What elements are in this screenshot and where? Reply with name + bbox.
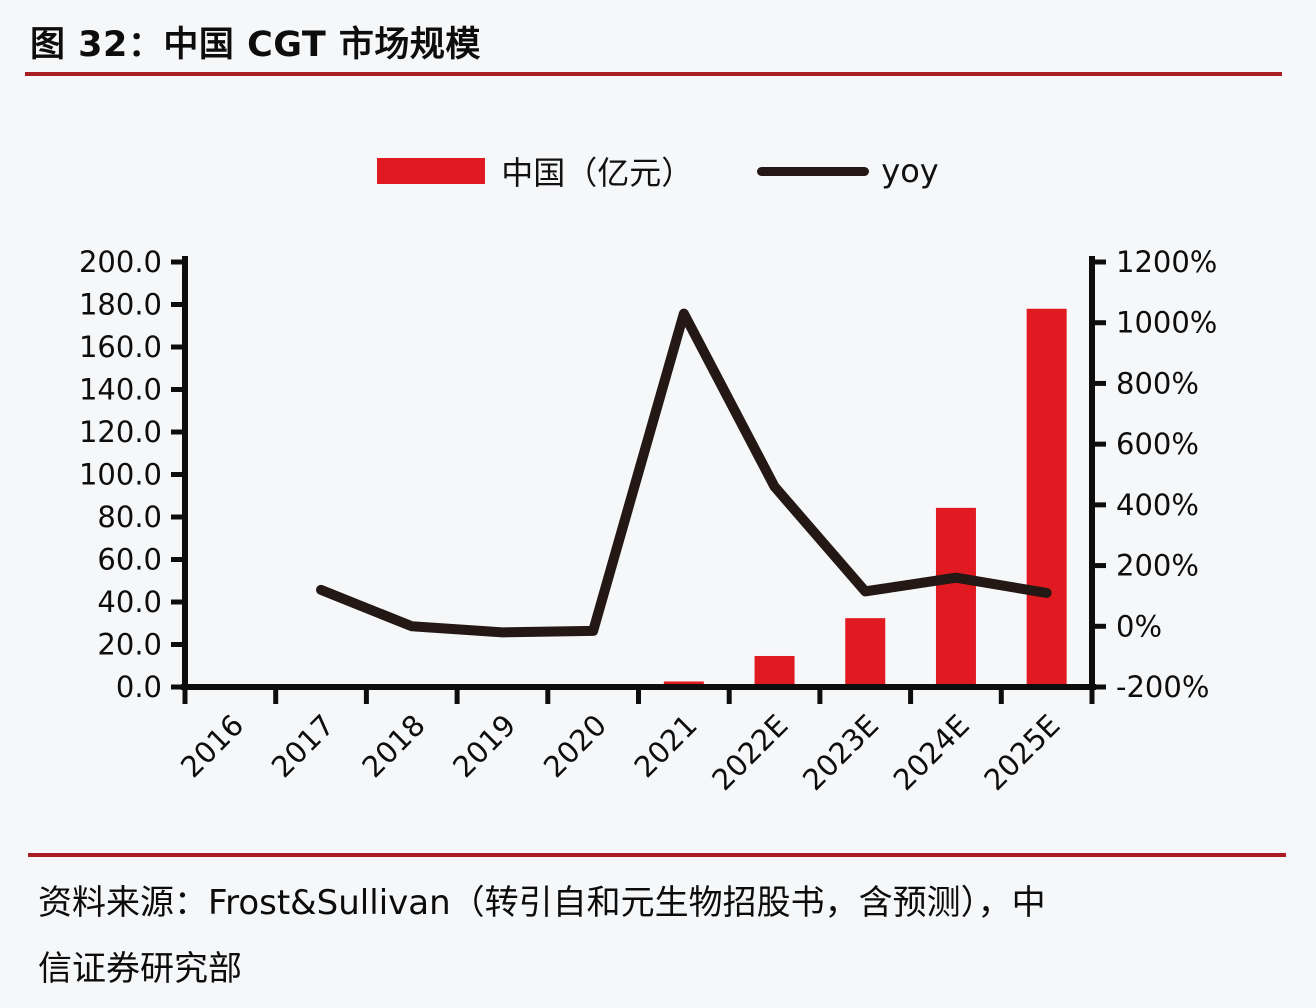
- right-axis-tick-label: 600%: [1116, 427, 1199, 461]
- left-axis-tick-label: 60.0: [97, 543, 162, 577]
- figure-title: 图 32：中国 CGT 市场规模: [30, 25, 481, 65]
- x-axis-category-label: 2018: [355, 708, 431, 784]
- x-axis-category-label: 2025E: [977, 708, 1066, 797]
- title-divider-rule: [25, 72, 1282, 76]
- right-axis-tick-label: -200%: [1116, 670, 1209, 704]
- left-axis-tick-label: 40.0: [97, 585, 162, 619]
- right-axis-tick-label: 800%: [1116, 366, 1199, 400]
- left-axis-tick-label: 140.0: [79, 373, 162, 407]
- legend-line-swatch: [757, 166, 870, 176]
- left-axis-tick-label: 200.0: [79, 245, 162, 279]
- bar-2025E: [1026, 308, 1067, 687]
- yoy-line: [316, 308, 1052, 638]
- x-axis-category-label: 2019: [446, 708, 522, 784]
- x-axis-category-label: 2022E: [705, 708, 794, 797]
- source-note-line2: 信证券研究部: [38, 949, 242, 989]
- x-axis-category-label: 2024E: [887, 708, 976, 797]
- source-note-line1: 资料来源：Frost&Sullivan（转引自和元生物招股书，含预测），中: [38, 883, 1046, 923]
- bar-2024E: [935, 507, 976, 687]
- left-axis-tick-label: 80.0: [97, 500, 162, 534]
- left-axis-tick-label: 100.0: [79, 458, 162, 492]
- x-axis-category-label: 2016: [174, 708, 250, 784]
- right-axis-tick-label: 400%: [1116, 488, 1199, 522]
- left-axis-tick-label: 20.0: [97, 628, 162, 662]
- left-axis-tick-label: 160.0: [79, 330, 162, 364]
- bar-2023E: [845, 618, 886, 687]
- chart-legend: 中国（亿元） yoy: [0, 148, 1316, 194]
- right-axis-tick-label: 0%: [1116, 609, 1162, 643]
- x-axis-category-label: 2023E: [796, 708, 885, 797]
- left-axis-tick-label: 0.0: [116, 670, 162, 704]
- legend-bar-swatch: [377, 158, 486, 184]
- left-axis-tick-label: 180.0: [79, 288, 162, 322]
- x-axis-category-label: 2021: [628, 708, 704, 784]
- bar-2022E: [754, 655, 795, 687]
- left-axis-tick-label: 120.0: [79, 415, 162, 449]
- right-axis-tick-label: 200%: [1116, 549, 1199, 583]
- right-axis-tick-label: 1000%: [1116, 306, 1217, 340]
- x-axis-category-label: 2020: [537, 708, 613, 784]
- legend-bar-label: 中国（亿元）: [501, 154, 694, 192]
- right-axis-tick-label: 1200%: [1116, 245, 1217, 279]
- source-divider-rule: [28, 853, 1286, 857]
- source-note: 资料来源：Frost&Sullivan（转引自和元生物招股书，含预测），中 信证…: [38, 870, 1298, 1002]
- legend-line-label: yoy: [881, 152, 939, 190]
- x-axis-category-label: 2017: [265, 708, 341, 784]
